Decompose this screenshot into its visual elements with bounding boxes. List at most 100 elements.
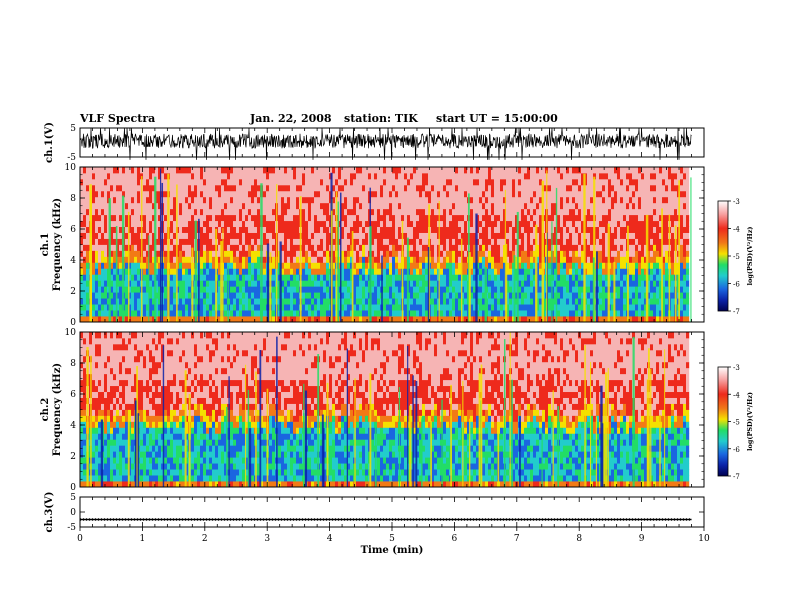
spectrogram-cell [269,196,273,204]
spectrogram-cell [383,238,387,245]
spectrogram-cell [374,172,378,180]
spectrogram-cell [80,310,84,317]
spectrogram-cell [239,167,243,174]
spectrogram-cell [521,208,525,216]
spectrogram-cell [392,202,396,210]
spectrogram-cell [122,184,126,192]
spectrogram-cell [86,256,90,263]
spectrogram-cell [311,190,315,198]
spectrogram-cell [347,256,351,263]
spectrogram-cell [317,250,321,257]
spectrogram-cell [257,244,261,251]
spectrogram-cell [530,184,534,192]
spectrogram-cell [287,292,291,299]
spectrogram-cell [560,208,564,216]
spectrogram-cell [572,310,576,317]
spectrogram-cell [494,250,498,257]
spectrogram-cell [383,286,387,293]
spectrogram-cell [110,238,114,245]
spectrogram-cell [272,202,276,210]
spectrogram-cell [98,316,102,323]
spectrogram-cell [419,232,423,239]
spectrogram-cell [617,298,621,305]
spectrogram-cell [413,220,417,228]
spectrogram-cell [548,262,552,269]
spectrogram-cell [218,304,222,311]
spectrogram-cell [503,286,507,293]
spectrogram-cell [119,226,123,233]
spectrogram-cell [95,220,99,228]
spectrogram-cell [602,202,606,210]
spectrogram-cell [170,190,174,198]
spectrogram-cell [386,220,390,228]
spectrogram-cell [179,244,183,251]
spectrogram-cell [161,178,165,186]
spectrogram-cell [536,310,540,317]
spectrogram-cell [257,316,261,323]
spectrogram-cell [170,172,174,180]
spectrogram-cell [470,274,474,281]
spectrogram-cell [104,220,108,228]
spectrogram-cell [590,232,594,239]
spectrogram-cell [491,310,495,317]
spectrogram-cell [632,316,636,323]
spectrogram-cell [257,196,261,204]
spectrogram-cell [293,274,297,281]
spectrogram-cell [449,268,453,275]
spectrogram-cell [248,310,252,317]
spectrogram-cell [617,262,621,269]
spectrogram-cell [218,196,222,204]
spectrogram-cell [212,214,216,222]
spectrogram-cell [599,298,603,305]
spectrogram-cell [101,274,105,281]
spectrogram-cell [254,172,258,180]
spectrogram-cell [359,298,363,305]
spectrogram-cell [338,214,342,222]
spectrogram-cell [461,304,465,311]
spectrogram-cell [479,208,483,216]
spectrogram-cell [146,316,150,323]
spectrogram-cell [629,184,633,192]
spectrogram-cell [125,178,129,186]
spectrogram-cell [629,298,633,305]
spectrogram-cell [239,268,243,275]
spectrogram-cell [425,214,429,222]
spectrogram-cell [407,178,411,186]
spectrogram-cell [350,316,354,323]
spectrogram-cell [281,196,285,204]
spectrogram-cell [131,172,135,180]
spectrogram-cell [602,268,606,275]
spectrogram-cell [527,316,531,323]
date-label: Jan. 22, 2008 [250,112,332,125]
spectrogram-cell [413,208,417,216]
spectrogram-cell [599,178,603,186]
spectrogram-cell [236,268,240,275]
spectrogram-cell [218,190,222,198]
spectrogram-cell [566,298,570,305]
spectrogram-cell [107,178,111,186]
spectrogram-cell [476,178,480,186]
spectrogram-cell [623,280,627,287]
spectrogram-cell [170,280,174,287]
spectrogram-cell [251,310,255,317]
spectrogram-cell [104,262,108,269]
spectrogram-cell [512,232,516,239]
spectrogram-cell [560,232,564,239]
spectrogram-cell [206,256,210,263]
spectrogram-cell [515,262,519,269]
spectrogram-cell [215,208,219,216]
spectrogram-cell [575,202,579,210]
spectrogram-cell [455,214,459,222]
spectrogram-cell [398,172,402,180]
spectrogram-cell [113,208,117,216]
spectrogram-cell [125,226,129,233]
spectrogram-cell [83,220,87,228]
spectrogram-cell [416,208,420,216]
spectrogram-cell [104,304,108,311]
spectrogram-cell [569,250,573,257]
spectrogram-cell [224,304,228,311]
spectrogram-cell [638,226,642,233]
spectrogram-cell [566,286,570,293]
spectrogram-cell [137,262,141,269]
spectrogram-cell [287,220,291,228]
